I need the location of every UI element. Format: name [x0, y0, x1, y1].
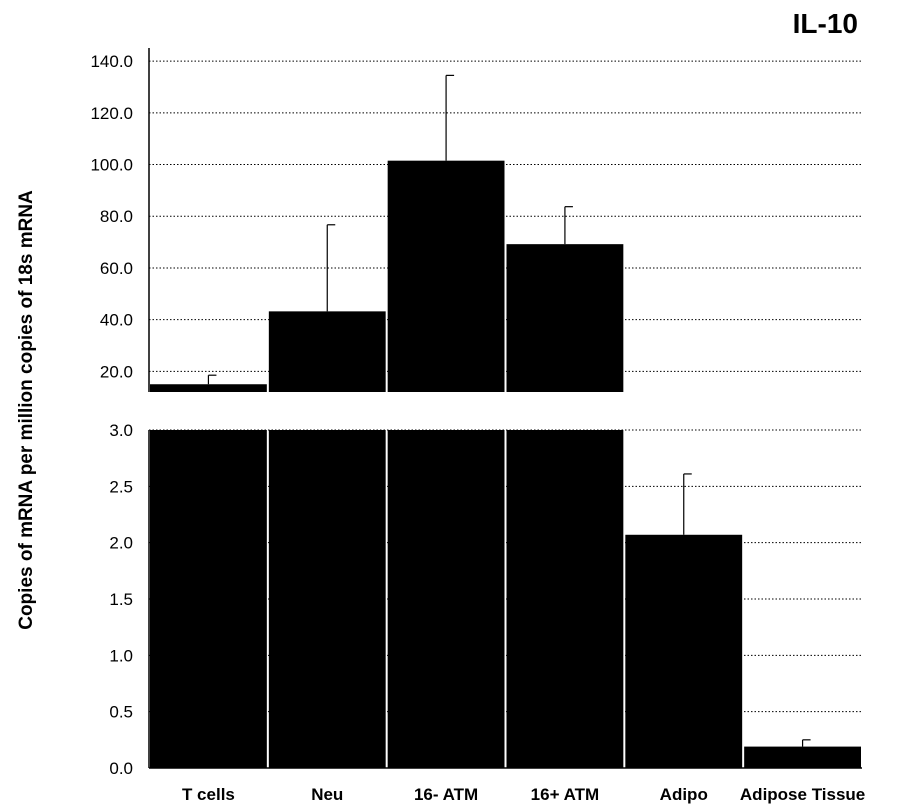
chart-title: IL-10 — [793, 8, 858, 39]
bar — [268, 311, 386, 392]
x-tick-label: T cells — [182, 785, 235, 804]
x-tick-label: Adipose Tissue — [740, 785, 865, 804]
upper-y-tick-label: 20.0 — [100, 362, 133, 381]
lower-y-tick-labels: 0.0 0.5 1.0 1.5 2.0 2.5 3.0 — [109, 421, 133, 778]
upper-y-tick-labels: 20.0 40.0 60.0 80.0 100.0 120.0 140.0 — [90, 52, 133, 381]
bar-lower-segment — [150, 430, 267, 768]
bar — [506, 244, 624, 392]
x-tick-labels: T cells Neu 16- ATM 16+ ATM Adipo Adipose Tis… — [182, 785, 865, 804]
bar — [744, 746, 861, 768]
upper-y-tick-label: 100.0 — [90, 156, 133, 175]
bar — [387, 160, 505, 392]
x-tick-label: Neu — [311, 785, 343, 804]
error-bars — [207, 74, 811, 747]
bar-lower-segment — [506, 430, 624, 768]
lower-y-tick-label: 0.0 — [109, 759, 133, 778]
bar-lower-segment — [268, 430, 386, 768]
upper-y-tick-label: 140.0 — [90, 52, 133, 71]
lower-y-tick-label: 3.0 — [109, 421, 133, 440]
bar — [150, 384, 267, 392]
x-tick-label: 16- ATM — [414, 785, 478, 804]
upper-gridlines — [149, 60, 862, 372]
bar — [625, 534, 743, 768]
bars — [150, 160, 861, 768]
axes — [148, 48, 862, 769]
lower-y-tick-label: 2.0 — [109, 534, 133, 553]
upper-y-tick-label: 80.0 — [100, 207, 133, 226]
x-tick-label: 16+ ATM — [531, 785, 600, 804]
upper-y-tick-label: 60.0 — [100, 259, 133, 278]
upper-y-tick-label: 120.0 — [90, 104, 133, 123]
lower-y-tick-label: 2.5 — [109, 477, 133, 496]
x-tick-label: Adipo — [660, 785, 708, 804]
bar-lower-segment — [387, 430, 505, 768]
upper-y-tick-label: 40.0 — [100, 311, 133, 330]
lower-y-tick-label: 1.0 — [109, 646, 133, 665]
lower-y-tick-label: 1.5 — [109, 590, 133, 609]
y-axis-label: Copies of mRNA per million copies of 18s… — [16, 190, 37, 630]
lower-y-tick-label: 0.5 — [109, 703, 133, 722]
